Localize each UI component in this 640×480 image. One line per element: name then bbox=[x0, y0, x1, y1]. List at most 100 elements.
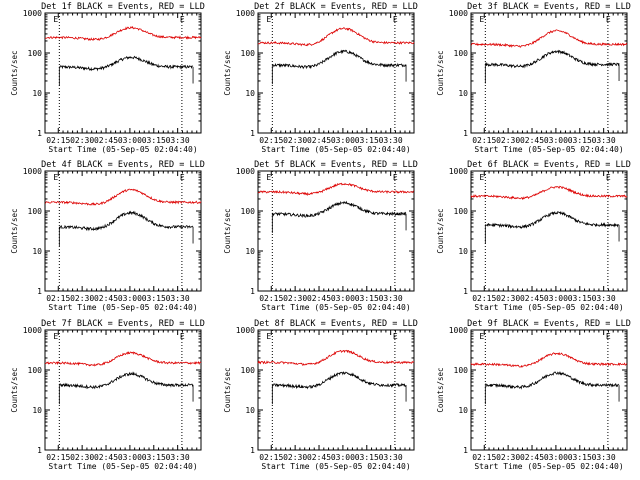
detector-panel: Det 4f BLACK = Events, RED = LLD 1 10 100 10… bbox=[10, 160, 205, 312]
lld-series-line bbox=[44, 351, 202, 367]
lld-series-line bbox=[257, 349, 415, 366]
detector-panel: Det 2f BLACK = Events, RED = LLD 1 10 100 10… bbox=[223, 2, 418, 154]
x-tick-label: 02:15 bbox=[46, 136, 70, 145]
detector-panel: Det 8f BLACK = Events, RED = LLD 1 10 100 10… bbox=[223, 319, 418, 471]
plot-title: Det 4f BLACK = Events, RED = LLD bbox=[41, 160, 205, 170]
x-axis-label: Start Time (05-Sep-05 02:04:40) bbox=[474, 462, 623, 471]
y-tick-label: 10 bbox=[458, 247, 468, 256]
x-axis-label: Start Time (05-Sep-05 02:04:40) bbox=[48, 303, 197, 312]
y-axis-label: Counts/sec bbox=[10, 50, 19, 95]
eclipse-annotation: E bbox=[180, 173, 185, 182]
y-tick-label: 1000 bbox=[23, 9, 42, 18]
eclipse-annotation: E bbox=[393, 15, 398, 24]
plot-title: Det 9f BLACK = Events, RED = LLD bbox=[467, 319, 631, 329]
x-tick-label: 02:15 bbox=[472, 453, 496, 462]
y-tick-label: 1 bbox=[37, 446, 42, 455]
x-tick-label: 03:00 bbox=[544, 453, 568, 462]
events-series-line bbox=[58, 371, 194, 390]
y-axis-label: Counts/sec bbox=[10, 208, 19, 253]
plot-title: Det 7f BLACK = Events, RED = LLD bbox=[41, 319, 205, 329]
x-tick-label: 03:15 bbox=[568, 453, 592, 462]
plot-frame bbox=[257, 12, 415, 134]
y-tick-label: 10 bbox=[245, 406, 255, 415]
x-tick-label: 03:00 bbox=[331, 136, 355, 145]
events-series-line bbox=[484, 210, 620, 229]
y-tick-label: 1 bbox=[250, 287, 255, 296]
eclipse-annotation: E bbox=[53, 173, 58, 182]
y-tick-label: 10 bbox=[32, 406, 42, 415]
x-tick-label: 03:30 bbox=[379, 453, 403, 462]
y-tick-label: 1000 bbox=[449, 167, 468, 176]
y-tick-label: 1 bbox=[463, 129, 468, 138]
x-tick-label: 03:15 bbox=[355, 294, 379, 303]
x-tick-label: 02:30 bbox=[283, 453, 307, 462]
x-tick-label: 03:00 bbox=[331, 453, 355, 462]
x-tick-label: 02:45 bbox=[94, 136, 118, 145]
plot-frame bbox=[257, 329, 415, 451]
y-tick-label: 1000 bbox=[236, 326, 255, 335]
eclipse-annotation: E bbox=[266, 173, 271, 182]
y-tick-label: 10 bbox=[245, 247, 255, 256]
lld-series-line bbox=[257, 182, 415, 197]
y-tick-label: 1 bbox=[250, 129, 255, 138]
events-series-line bbox=[58, 210, 194, 232]
x-tick-label: 02:30 bbox=[283, 294, 307, 303]
plot-frame bbox=[257, 170, 415, 292]
y-tick-label: 100 bbox=[28, 207, 43, 216]
eclipse-annotation: E bbox=[479, 173, 484, 182]
plot-frame bbox=[470, 170, 628, 292]
plot-title: Det 3f BLACK = Events, RED = LLD bbox=[467, 2, 631, 12]
detector-panel: Det 9f BLACK = Events, RED = LLD 1 10 100 10… bbox=[436, 319, 631, 471]
x-tick-label: 03:00 bbox=[544, 294, 568, 303]
x-tick-label: 03:15 bbox=[355, 136, 379, 145]
events-series-line bbox=[484, 49, 620, 69]
y-tick-label: 10 bbox=[245, 89, 255, 98]
x-axis-label: Start Time (05-Sep-05 02:04:40) bbox=[261, 145, 410, 154]
x-axis-label: Start Time (05-Sep-05 02:04:40) bbox=[261, 303, 410, 312]
y-axis-label: Counts/sec bbox=[436, 50, 445, 95]
plot-title: Det 1f BLACK = Events, RED = LLD bbox=[41, 2, 205, 12]
lld-series-line bbox=[470, 351, 628, 368]
eclipse-annotation: E bbox=[180, 15, 185, 24]
y-axis-label: Counts/sec bbox=[223, 367, 232, 412]
x-tick-label: 02:15 bbox=[259, 294, 283, 303]
x-axis-label: Start Time (05-Sep-05 02:04:40) bbox=[261, 462, 410, 471]
x-axis-label: Start Time (05-Sep-05 02:04:40) bbox=[48, 462, 197, 471]
y-tick-label: 100 bbox=[241, 207, 256, 216]
y-axis-label: Counts/sec bbox=[223, 50, 232, 95]
events-series-line bbox=[271, 371, 407, 390]
eclipse-annotation: E bbox=[606, 332, 611, 341]
x-tick-label: 03:15 bbox=[355, 453, 379, 462]
lld-series-line bbox=[470, 185, 628, 201]
plot-frame bbox=[470, 12, 628, 134]
y-tick-label: 100 bbox=[241, 49, 256, 58]
x-tick-label: 02:45 bbox=[307, 136, 331, 145]
y-tick-label: 1000 bbox=[236, 9, 255, 18]
x-tick-label: 02:45 bbox=[520, 453, 544, 462]
eclipse-annotation: E bbox=[606, 173, 611, 182]
x-tick-label: 03:30 bbox=[166, 294, 190, 303]
x-tick-label: 03:15 bbox=[142, 136, 166, 145]
y-tick-label: 100 bbox=[28, 366, 43, 375]
x-tick-label: 03:30 bbox=[592, 136, 616, 145]
eclipse-annotation: E bbox=[393, 173, 398, 182]
x-tick-label: 03:15 bbox=[568, 136, 592, 145]
y-tick-label: 1000 bbox=[236, 167, 255, 176]
x-axis-label: Start Time (05-Sep-05 02:04:40) bbox=[474, 303, 623, 312]
eclipse-annotation: E bbox=[393, 332, 398, 341]
x-tick-label: 03:00 bbox=[544, 136, 568, 145]
plot-frame bbox=[44, 12, 202, 134]
detector-panel: Det 6f BLACK = Events, RED = LLD 1 10 100 10… bbox=[436, 160, 631, 312]
y-tick-label: 100 bbox=[454, 207, 469, 216]
x-tick-label: 03:00 bbox=[118, 294, 142, 303]
x-tick-label: 02:30 bbox=[496, 453, 520, 462]
x-tick-label: 02:30 bbox=[70, 136, 94, 145]
x-tick-label: 03:30 bbox=[166, 136, 190, 145]
lld-series-line bbox=[44, 188, 202, 206]
x-tick-label: 03:30 bbox=[379, 136, 403, 145]
x-tick-label: 02:45 bbox=[94, 453, 118, 462]
lld-series-line bbox=[470, 29, 628, 48]
x-axis-label: Start Time (05-Sep-05 02:04:40) bbox=[48, 145, 197, 154]
x-tick-label: 03:30 bbox=[379, 294, 403, 303]
